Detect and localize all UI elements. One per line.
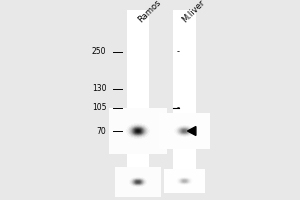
Text: 70: 70 bbox=[97, 127, 106, 136]
Text: M.liver: M.liver bbox=[180, 0, 206, 24]
Text: Ramos: Ramos bbox=[136, 0, 163, 24]
Text: 130: 130 bbox=[92, 84, 106, 93]
Bar bbox=[127, 10, 149, 192]
Polygon shape bbox=[188, 127, 196, 135]
Bar bbox=[173, 10, 196, 192]
Text: 250: 250 bbox=[92, 47, 106, 56]
Text: 105: 105 bbox=[92, 104, 106, 112]
Text: -: - bbox=[177, 104, 180, 112]
Text: -: - bbox=[177, 47, 180, 56]
